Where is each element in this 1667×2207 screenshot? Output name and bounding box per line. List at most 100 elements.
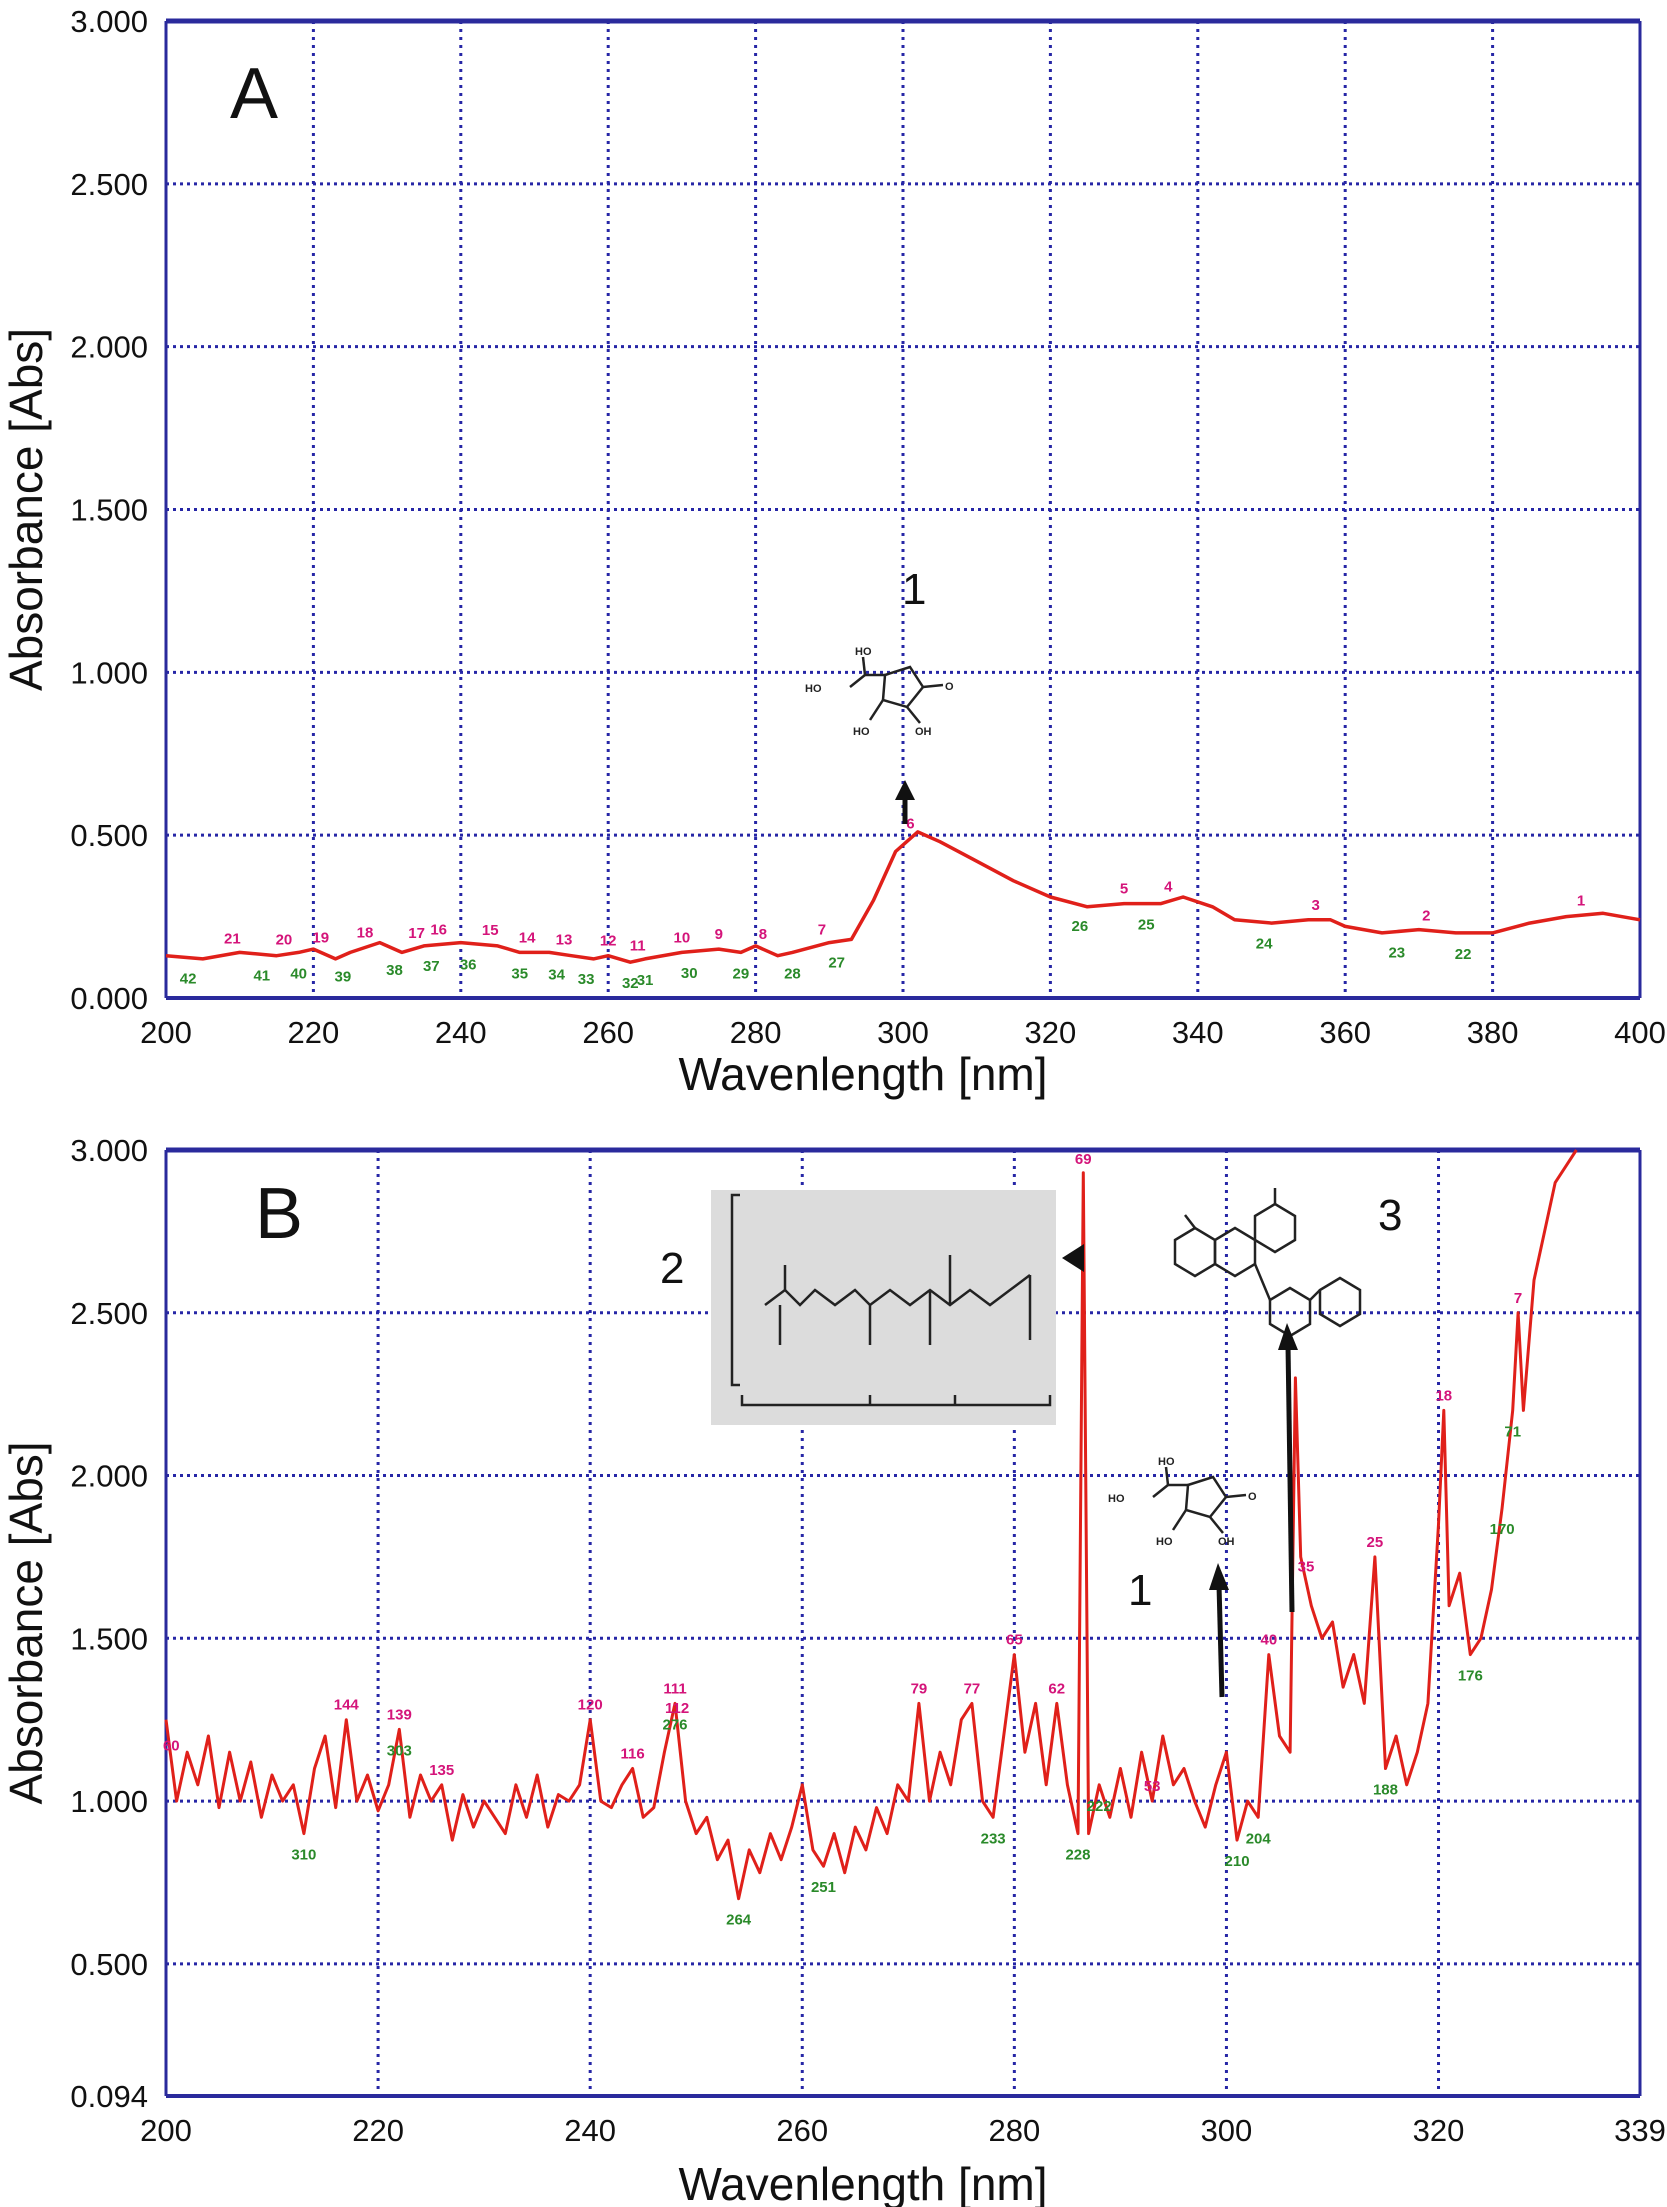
peak-label: 116 bbox=[620, 1746, 644, 1763]
arrow-up-icon bbox=[895, 780, 915, 824]
x-tick-label: 400 bbox=[1614, 1015, 1666, 1050]
valley-label: 25 bbox=[1138, 917, 1155, 934]
y-tick-label: 2.000 bbox=[70, 1459, 148, 1494]
x-tick-label: 320 bbox=[1025, 1015, 1077, 1050]
y-tick-label: 1.500 bbox=[70, 1621, 148, 1656]
x-tick-label: 240 bbox=[564, 2113, 616, 2148]
flavonoid-glycoside-structure bbox=[1173, 1188, 1362, 1338]
x-tick-label: 260 bbox=[582, 1015, 634, 1050]
y-tick-label: 2.000 bbox=[70, 330, 148, 365]
y-axis-label: Absorbance [Abs] bbox=[0, 328, 52, 691]
x-tick-label: 339 bbox=[1614, 2113, 1666, 2148]
peak-label: 13 bbox=[556, 932, 573, 949]
peak-label: 7 bbox=[818, 922, 826, 939]
valley-label: 39 bbox=[335, 969, 352, 986]
peak-label: 112 bbox=[665, 1700, 689, 1717]
y-axis-label: Absorbance [Abs] bbox=[0, 1441, 52, 1804]
peak-label: 2 bbox=[1422, 907, 1430, 924]
x-axis-label: Wavenlength [nm] bbox=[678, 1048, 1047, 1100]
y-tick-label: 2.500 bbox=[70, 167, 148, 202]
valley-label: 233 bbox=[981, 1830, 1006, 1847]
x-tick-label: 320 bbox=[1413, 2113, 1465, 2148]
valley-label: 23 bbox=[1388, 945, 1405, 962]
peak-label: 6 bbox=[906, 815, 914, 832]
svg-text:HO: HO bbox=[1158, 1456, 1175, 1468]
peak-label: 111 bbox=[663, 1680, 686, 1697]
peak-label: 139 bbox=[387, 1706, 412, 1723]
y-tick-label: 0.094 bbox=[70, 2079, 148, 2114]
valley-label: 27 bbox=[828, 955, 845, 972]
valley-label: 188 bbox=[1373, 1782, 1398, 1799]
panel-b-annotation-3: 3 bbox=[1378, 1191, 1402, 1240]
valley-label: 210 bbox=[1225, 1853, 1250, 1870]
x-tick-label: 200 bbox=[140, 1015, 192, 1050]
svg-text:O: O bbox=[945, 681, 954, 693]
valley-label: 37 bbox=[423, 958, 440, 975]
y-tick-label: 1.000 bbox=[70, 655, 148, 690]
x-tick-label: 220 bbox=[288, 1015, 340, 1050]
peak-label: 77 bbox=[964, 1680, 981, 1697]
valley-label: 26 bbox=[1072, 918, 1089, 935]
peak-label: 9 bbox=[715, 926, 723, 943]
valley-label: 32 bbox=[622, 975, 639, 992]
peak-label: 65 bbox=[1006, 1632, 1023, 1649]
peak-label: 1 bbox=[1577, 892, 1585, 909]
x-tick-label: 200 bbox=[140, 2113, 192, 2148]
x-tick-label: 260 bbox=[776, 2113, 828, 2148]
peak-label: 135 bbox=[429, 1762, 454, 1779]
x-tick-label: 240 bbox=[435, 1015, 487, 1050]
peak-label: 7 bbox=[1514, 1290, 1522, 1307]
peak-label: 120 bbox=[578, 1697, 603, 1714]
y-tick-label: 1.000 bbox=[70, 1784, 148, 1819]
panel-a-label: A bbox=[230, 54, 278, 134]
svg-text:HO: HO bbox=[855, 646, 872, 658]
x-tick-label: 340 bbox=[1172, 1015, 1224, 1050]
peak-label: 17 bbox=[408, 925, 425, 942]
x-tick-label: 280 bbox=[988, 2113, 1040, 2148]
peak-label: 79 bbox=[911, 1680, 928, 1697]
peak-label: 40 bbox=[1261, 1632, 1278, 1649]
glutathione-structure bbox=[730, 1193, 1052, 1407]
peak-label: 16 bbox=[430, 922, 447, 939]
peak-label: 18 bbox=[1435, 1387, 1452, 1404]
peak-label: 19 bbox=[312, 929, 329, 946]
peak-label: 20 bbox=[276, 932, 293, 949]
valley-label: 40 bbox=[290, 965, 307, 982]
peak-label: 5 bbox=[1120, 881, 1128, 898]
svg-text:HO: HO bbox=[1108, 1493, 1125, 1505]
peak-label: 53 bbox=[1144, 1778, 1161, 1795]
y-tick-label: 2.500 bbox=[70, 1296, 148, 1331]
peak-label: 62 bbox=[1048, 1680, 1065, 1697]
peak-label: 4 bbox=[1164, 878, 1173, 895]
peak-label: 69 bbox=[1075, 1151, 1092, 1168]
x-tick-label: 360 bbox=[1319, 1015, 1371, 1050]
valley-label: 176 bbox=[1458, 1668, 1483, 1685]
valley-label: 264 bbox=[726, 1912, 752, 1929]
valley-label: 36 bbox=[460, 956, 477, 973]
y-tick-label: 0.500 bbox=[70, 818, 148, 853]
glutathione-inset bbox=[711, 1190, 1056, 1425]
y-tick-label: 1.500 bbox=[70, 493, 148, 528]
valley-label: 42 bbox=[180, 971, 197, 988]
valley-label: 33 bbox=[578, 971, 595, 988]
peak-label: 10 bbox=[674, 929, 691, 946]
svg-text:OH: OH bbox=[1218, 1536, 1235, 1548]
ascorbic-acid-structure: HO HO O HO OH bbox=[805, 646, 954, 738]
valley-label: 170 bbox=[1490, 1521, 1515, 1538]
peak-label: 60 bbox=[163, 1737, 180, 1754]
arrow-left-icon bbox=[1062, 1244, 1084, 1272]
x-axis-label: Wavenlength [nm] bbox=[678, 2158, 1047, 2207]
valley-label: 251 bbox=[811, 1879, 836, 1896]
valley-label: 222 bbox=[1087, 1798, 1112, 1815]
y-tick-label: 3.000 bbox=[70, 4, 148, 39]
arrow-up-icon bbox=[1278, 1323, 1298, 1613]
peak-label: 14 bbox=[519, 929, 536, 946]
spectrum-line bbox=[164, 1149, 1578, 1901]
y-tick-label: 0.000 bbox=[70, 981, 148, 1016]
ascorbic-acid-structure: HO HO O HO OH bbox=[1108, 1456, 1257, 1548]
panel-b-annotation-2: 2 bbox=[660, 1244, 684, 1293]
panel-b-label: B bbox=[255, 1174, 303, 1254]
svg-text:OH: OH bbox=[915, 726, 932, 738]
panel-b: 200 220 240 260 280 300 320 3390.0940.5001.0001… bbox=[0, 1133, 1666, 2207]
valley-label: 41 bbox=[253, 967, 270, 984]
